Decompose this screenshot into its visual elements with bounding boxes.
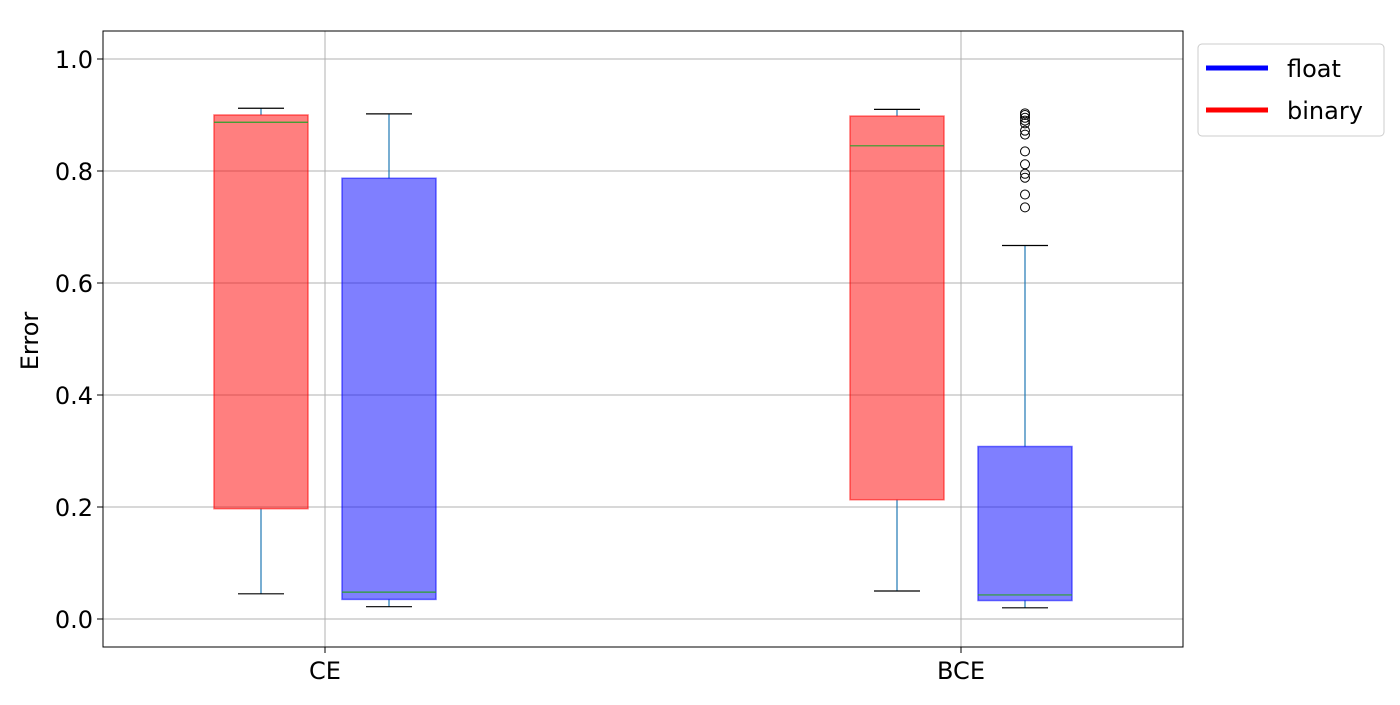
box-iqr xyxy=(213,114,309,510)
outlier-point xyxy=(1020,202,1030,213)
box-float-BCE xyxy=(977,108,1073,609)
legend: float binary xyxy=(1197,43,1385,137)
box-binary-CE xyxy=(213,107,309,595)
legend-label-binary: binary xyxy=(1287,97,1363,125)
legend-label-float: float xyxy=(1287,55,1341,83)
outlier-point xyxy=(1020,168,1030,179)
box-binary-BCE xyxy=(849,108,945,592)
box-iqr xyxy=(849,115,945,501)
y-tick-label: 0.8 xyxy=(55,158,93,186)
box-layer xyxy=(213,107,1073,609)
outlier-point xyxy=(1020,159,1030,170)
outlier-point xyxy=(1020,172,1030,183)
y-tick-label: 0.0 xyxy=(55,606,93,634)
plot-frame xyxy=(102,30,1184,648)
outlier-point xyxy=(1020,118,1030,129)
x-axis: CE BCE xyxy=(309,647,985,685)
box-iqr xyxy=(977,445,1073,602)
outlier-point xyxy=(1020,129,1030,140)
x-tick-label: BCE xyxy=(937,657,985,685)
outlier-point xyxy=(1020,115,1030,126)
outlier-point xyxy=(1020,125,1030,136)
y-tick-label: 1.0 xyxy=(55,46,93,74)
x-tick-label: CE xyxy=(309,657,341,685)
y-axis-label: Error xyxy=(16,312,44,371)
box-float-CE xyxy=(341,113,437,608)
outlier-point xyxy=(1020,108,1030,119)
y-axis: 0.0 0.2 0.4 0.6 0.8 1.0 xyxy=(55,46,103,634)
y-tick-label: 0.4 xyxy=(55,382,93,410)
outlier-point xyxy=(1020,112,1030,123)
outlier-point xyxy=(1020,189,1030,200)
y-tick-label: 0.6 xyxy=(55,270,93,298)
y-tick-label: 0.2 xyxy=(55,494,93,522)
outlier-point xyxy=(1020,146,1030,157)
box-iqr xyxy=(341,177,437,601)
